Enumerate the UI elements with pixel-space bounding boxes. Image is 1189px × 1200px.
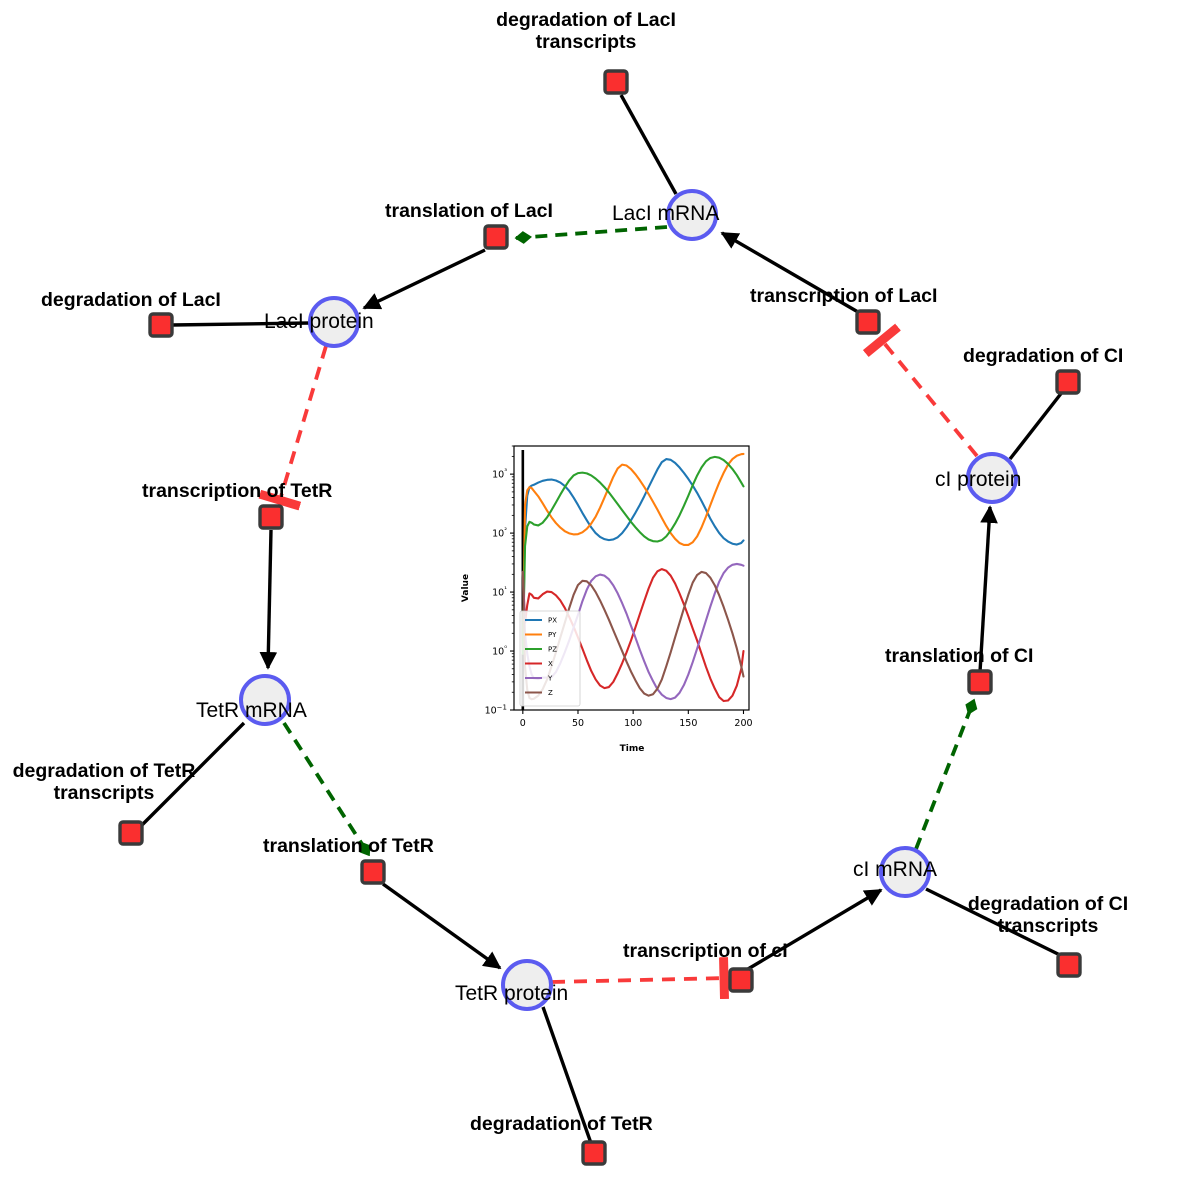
reaction-node-translation-laci[interactable] [483, 224, 509, 250]
species-label-laci-protein: LacI protein [264, 310, 374, 333]
reaction-label-deg-laci-transcripts: degradation of LacI transcripts [486, 9, 686, 54]
edge-tetr-protein-to-deg-tetr [541, 1006, 594, 1147]
edge-ci-mrna-to-translation-ci [914, 698, 978, 850]
chart-svg: 0 50 100 150 200 10−1 10⁰ 10¹ 10² 10³ PX PY PZ XYZ T… [461, 445, 753, 754]
edge-laci-protein-to-deg-laci [171, 321, 311, 327]
species-node-tetr-mrna[interactable] [239, 674, 291, 726]
reaction-label-line2: transcripts [997, 914, 1099, 937]
reaction-node-transcription-ci[interactable] [728, 967, 754, 993]
edge-transcription-ci-to-ci-mrna [747, 888, 883, 971]
edge-ci-mrna-to-deg-ci-transcripts [925, 887, 1065, 959]
chart-legend-label-x: X [548, 660, 553, 668]
species-node-ci-protein[interactable] [966, 452, 1018, 504]
reaction-node-deg-laci[interactable] [148, 312, 174, 338]
edge-tetr-mrna-to-deg-tetr-transcripts [139, 721, 246, 828]
reaction-label-translation-laci: translation of LacI [385, 200, 553, 222]
reaction-node-translation-tetr[interactable] [360, 859, 386, 885]
reaction-label-deg-ci: degradation of CI [963, 345, 1124, 367]
chart-yaxis-label: Value [461, 574, 471, 602]
reaction-label-deg-tetr: degradation of TetR [470, 1113, 653, 1135]
inset-timecourse-chart: 0 50 100 150 200 10−1 10⁰ 10¹ 10² 10³ PX PY PZ X Y Z T… [452, 438, 782, 758]
edge-ci-protein-to-deg-ci [1008, 389, 1065, 461]
reaction-label-line2: transcripts [53, 781, 155, 804]
reaction-label-translation-ci: translation of CI [885, 645, 1034, 667]
reaction-node-translation-ci[interactable] [967, 669, 993, 695]
edge-laci-mrna-to-translation-laci [514, 225, 668, 244]
reaction-node-deg-tetr-transcripts[interactable] [118, 820, 144, 846]
chart-series-pz [521, 455, 745, 655]
chart-xticklabel: 100 [624, 718, 642, 729]
reaction-label-line1: degradation of CI [967, 893, 1129, 915]
reaction-label-deg-tetr-transcripts: degradation of TetR transcripts [4, 760, 204, 805]
chart-axes-layer: 0 50 100 150 200 10−1 10⁰ 10¹ 10² 10³ [485, 445, 753, 729]
reaction-node-deg-ci-transcripts[interactable] [1056, 952, 1082, 978]
chart-yticklabel: 10−1 [485, 704, 507, 717]
chart-series-px [521, 458, 745, 655]
reaction-label-translation-tetr: translation of TetR [263, 835, 434, 857]
chart-yticklabel: 10³ [492, 468, 507, 481]
species-node-laci-protein[interactable] [308, 296, 360, 348]
species-label-laci-mrna: LacI mRNA [612, 202, 720, 225]
chart-legend-label-y: Y [547, 675, 553, 683]
chart-legend-label-px: PX [548, 617, 557, 625]
reaction-label-line1: degradation of LacI [496, 9, 676, 31]
edge-laci-protein-to-transcription-tetr [258, 345, 328, 511]
edge-transcription-laci-to-laci-mrna [720, 231, 859, 314]
reaction-node-deg-laci-transcripts[interactable] [603, 69, 629, 95]
reaction-label-transcription-laci: transcription of LacI [750, 285, 938, 307]
chart-yticklabel: 10⁰ [492, 645, 507, 658]
chart-legend: PX PY PZ XYZ [519, 610, 581, 707]
chart-xticklabel: 200 [734, 718, 752, 729]
edge-translation-tetr-to-tetr-protein [382, 882, 502, 970]
reaction-label-line1: degradation of TetR [12, 760, 196, 782]
reaction-node-layer [118, 69, 1082, 1166]
chart-xticklabel: 150 [679, 718, 697, 729]
reaction-node-deg-ci[interactable] [1055, 369, 1081, 395]
species-label-ci-mrna: cI mRNA [853, 858, 937, 881]
species-node-laci-mrna[interactable] [666, 189, 718, 241]
species-label-tetr-mrna: TetR mRNA [196, 699, 307, 722]
edge-laci-mrna-to-deg-laci-transcripts [619, 94, 678, 195]
edge-ci-protein-to-transcription-laci [862, 323, 979, 458]
chart-xticklabel: 50 [572, 718, 584, 729]
species-node-layer [239, 189, 1018, 1011]
chart-xaxis-label: Time [620, 744, 645, 754]
reaction-label-transcription-ci: transcription of cI [623, 940, 788, 962]
edge-tetr-protein-to-transcription-ci [551, 957, 729, 1000]
reaction-label-deg-laci: degradation of LacI [41, 289, 221, 311]
chart-xticklabel: 0 [520, 718, 526, 729]
chart-legend-label-z: Z [548, 689, 553, 697]
chart-series-py [521, 452, 745, 655]
chart-legend-label-py: PY [548, 631, 557, 639]
edge-transcription-tetr-to-tetr-mrna [259, 529, 278, 670]
chart-yticklabel: 10¹ [492, 586, 507, 599]
species-node-ci-mrna[interactable] [879, 846, 931, 898]
reaction-node-deg-tetr[interactable] [581, 1140, 607, 1166]
edge-layer [139, 94, 1065, 1147]
reaction-node-transcription-laci[interactable] [855, 309, 881, 335]
reaction-label-deg-ci-transcripts: degradation of CI transcripts [958, 893, 1138, 938]
chart-legend-label-pz: PZ [548, 646, 557, 654]
chart-series-x [521, 568, 745, 703]
species-label-tetr-protein: TetR protein [455, 982, 569, 1005]
reaction-node-transcription-tetr[interactable] [258, 504, 284, 530]
reaction-label-line2: transcripts [535, 30, 637, 53]
edge-translation-laci-to-laci-protein [362, 248, 486, 310]
edge-tetr-mrna-to-translation-tetr [282, 721, 371, 857]
species-node-tetr-protein[interactable] [501, 959, 553, 1011]
reaction-label-transcription-tetr: transcription of TetR [142, 480, 333, 502]
chart-yticklabel: 10² [492, 527, 507, 540]
species-label-ci-protein: cI protein [935, 468, 1022, 491]
edge-translation-ci-to-ci-protein [978, 505, 998, 673]
